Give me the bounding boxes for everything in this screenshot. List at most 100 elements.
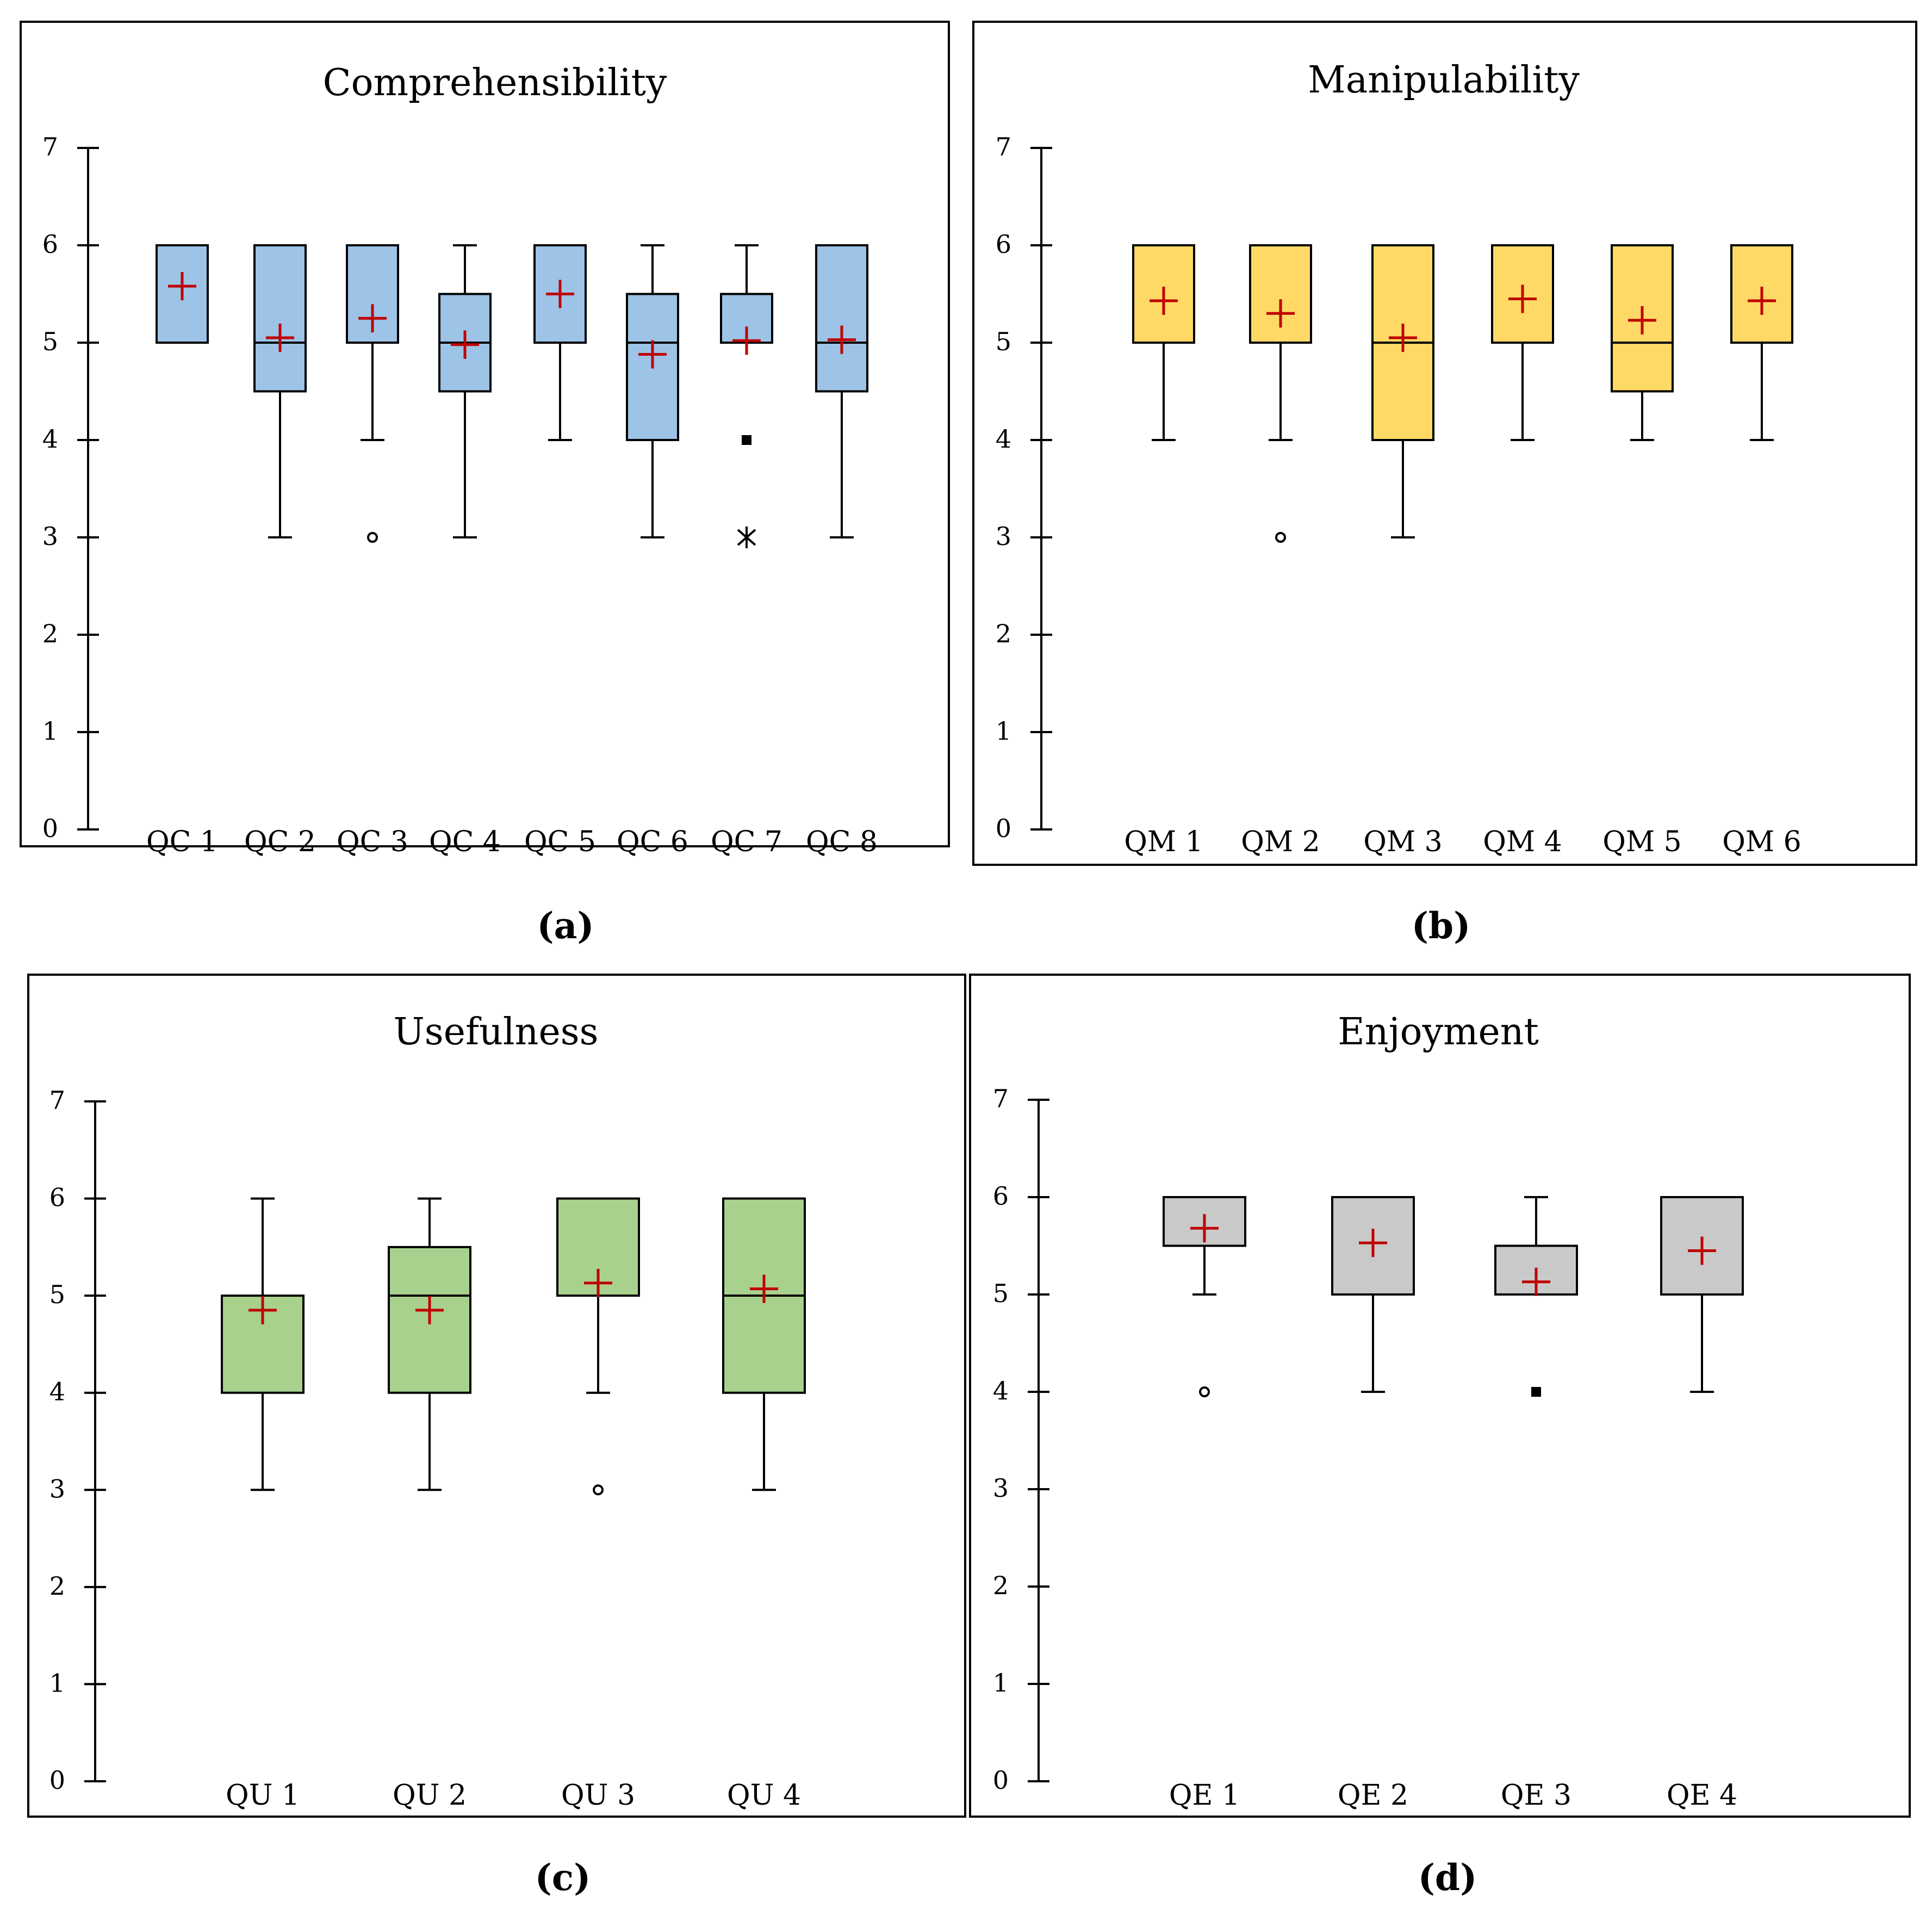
iqr-box	[253, 244, 307, 393]
y-tick-label: 1	[993, 1668, 1009, 1698]
panel-frame	[972, 21, 1917, 866]
box-qc1	[156, 244, 209, 344]
category-label: QM 1	[1124, 826, 1203, 858]
category-label: QE 4	[1667, 1779, 1737, 1812]
chart-title: Usefulness	[394, 1011, 599, 1054]
y-tick-label: 4	[42, 424, 58, 454]
chart-title: Comprehensibility	[323, 61, 667, 104]
box-qc7	[720, 244, 773, 548]
iqr-box	[1249, 244, 1312, 344]
outlier-circle	[1275, 532, 1286, 543]
category-label: QC 3	[337, 826, 408, 858]
outlier-square	[1531, 1387, 1541, 1397]
y-tick-label: 0	[996, 814, 1011, 843]
box-qc3	[346, 244, 399, 543]
box-qe4	[1660, 1196, 1744, 1393]
box-qm3	[1371, 244, 1434, 538]
box-qm2	[1249, 244, 1312, 543]
category-label: QC 5	[524, 826, 596, 858]
y-tick-label: 3	[996, 522, 1011, 551]
category-label: QE 2	[1338, 1779, 1408, 1812]
category-label: QU 4	[727, 1779, 801, 1812]
category-label: QC 7	[711, 826, 782, 858]
y-tick-label: 6	[42, 230, 58, 259]
y-tick-label: 2	[49, 1571, 65, 1601]
outlier-circle	[593, 1484, 604, 1496]
chart-panel-1: Comprehensibility (a) 0 1 2 3 4 5 6 7 QC 1 QC 2 QC 3…	[20, 21, 950, 947]
chart-panel-4: Enjoyment (d) 0 1 2 3 4 5 6 7 QE 1 QE 2 QE 3 QE 4	[969, 974, 1911, 1899]
box-qc5	[533, 244, 587, 441]
box-qu4	[722, 1197, 806, 1491]
chart-title: Manipulability	[1308, 59, 1580, 102]
category-label: QC 6	[617, 826, 688, 858]
panel-label: (b)	[1412, 905, 1471, 947]
panel-label: (a)	[537, 905, 594, 947]
y-tick-label: 3	[49, 1474, 65, 1503]
box-qm5	[1611, 244, 1674, 441]
y-tick-label: 3	[42, 522, 58, 551]
y-tick-label: 4	[49, 1377, 65, 1407]
panel-label: (c)	[535, 1856, 591, 1899]
category-label: QU 3	[561, 1779, 635, 1812]
y-tick-label: 6	[49, 1183, 65, 1212]
panel-label: (d)	[1418, 1856, 1477, 1899]
box-qu2	[388, 1197, 471, 1491]
chart-panel-2: Manipulability (b) 0 1 2 3 4 5 6 7 QM 1 QM 2 QM 3 QM …	[972, 21, 1917, 947]
category-label: QC 2	[244, 826, 316, 858]
category-label: QM 5	[1602, 826, 1682, 858]
category-label: QE 3	[1501, 1779, 1571, 1812]
category-label: QM 3	[1363, 826, 1443, 858]
y-tick-label: 5	[996, 327, 1011, 356]
outlier-star-stroke	[737, 529, 756, 546]
y-tick-label: 7	[42, 132, 58, 162]
box-qm6	[1730, 244, 1793, 441]
outlier-square	[742, 435, 751, 445]
y-tick-label: 6	[993, 1181, 1009, 1211]
iqr-box	[815, 244, 868, 393]
category-label: QC 1	[146, 826, 218, 858]
y-tick-label: 0	[993, 1765, 1009, 1795]
y-tick-label: 5	[42, 327, 58, 356]
category-label: QE 1	[1169, 1779, 1240, 1812]
box-qu3	[556, 1197, 640, 1496]
outlier-circle	[1199, 1386, 1210, 1397]
box-qm4	[1491, 244, 1554, 441]
box-qc6	[626, 244, 679, 538]
outlier-circle	[367, 532, 378, 543]
box-qe1	[1163, 1196, 1246, 1397]
box-qc2	[253, 244, 307, 538]
category-label: QC 8	[806, 826, 878, 858]
chart-panel-3: Usefulness (c) 0 1 2 3 4 5 6 7 QU 1 QU 2 QU 3 QU 4	[27, 974, 966, 1899]
box-qu1	[221, 1197, 305, 1491]
y-tick-label: 2	[42, 619, 58, 648]
box-qc8	[815, 244, 868, 538]
category-label: QC 4	[429, 826, 501, 858]
y-tick-label: 5	[49, 1280, 65, 1309]
y-tick-label: 0	[49, 1765, 65, 1795]
category-label: QU 2	[393, 1779, 467, 1812]
chart-title: Enjoyment	[1338, 1011, 1539, 1054]
box-qe3	[1494, 1196, 1578, 1397]
y-tick-label: 5	[993, 1279, 1009, 1308]
y-tick-label: 1	[49, 1668, 65, 1698]
y-tick-label: 7	[996, 132, 1011, 162]
box-qc4	[438, 244, 492, 538]
y-tick-label: 0	[42, 814, 58, 843]
y-tick-label: 3	[993, 1473, 1009, 1503]
y-tick-label: 4	[996, 424, 1011, 454]
category-label: QM 6	[1722, 826, 1801, 858]
box-qm1	[1132, 244, 1195, 441]
iqr-box	[1132, 244, 1195, 344]
category-label: QU 1	[226, 1779, 300, 1812]
y-tick-label: 4	[993, 1376, 1009, 1405]
panel-frame	[20, 21, 950, 847]
panel-frame	[969, 974, 1911, 1818]
y-tick-label: 1	[996, 716, 1011, 746]
y-tick-label: 1	[42, 716, 58, 746]
y-tick-label: 2	[993, 1571, 1009, 1600]
category-label: QM 4	[1483, 826, 1562, 858]
y-tick-label: 7	[993, 1084, 1009, 1113]
y-tick-label: 7	[49, 1086, 65, 1115]
y-tick-label: 2	[996, 619, 1011, 648]
y-tick-label: 6	[996, 230, 1011, 259]
